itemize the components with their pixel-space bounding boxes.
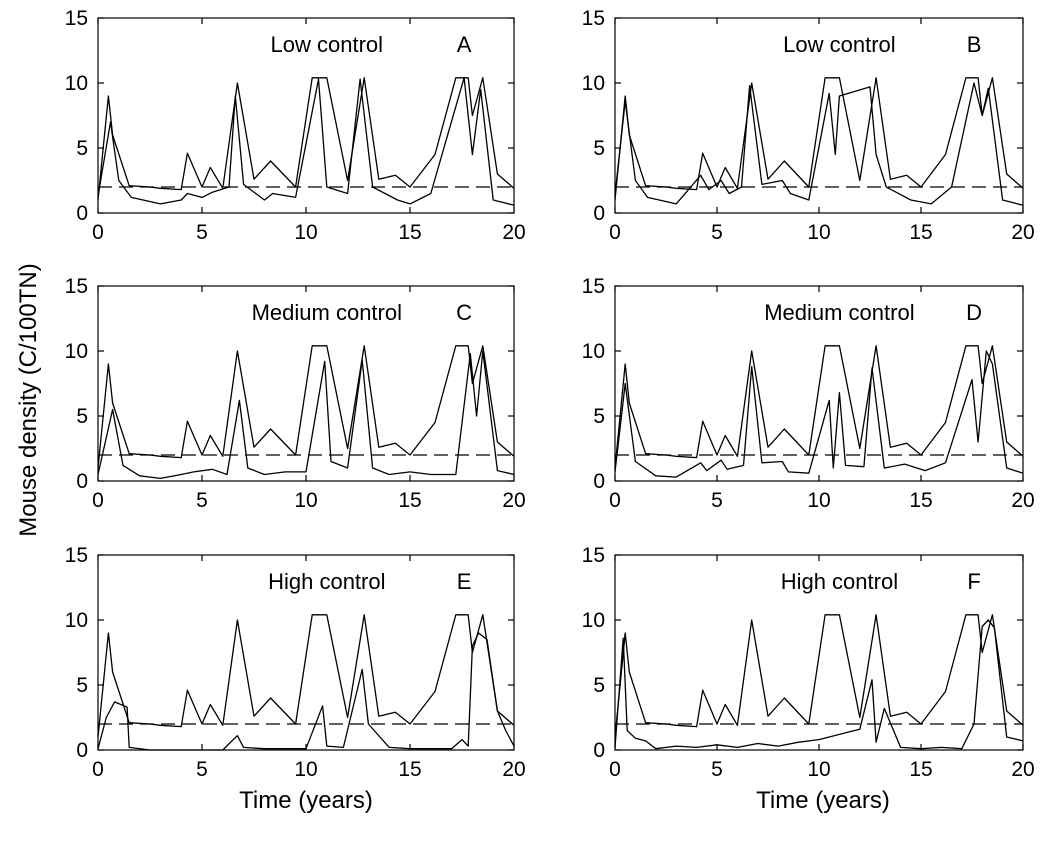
panel-d-control-label: Medium control (764, 300, 914, 325)
x-tick-label: 20 (502, 489, 525, 512)
x-tick-label: 15 (909, 489, 932, 512)
x-tick-label: 20 (1011, 221, 1034, 244)
y-tick-label: 10 (582, 72, 605, 95)
y-tick-label: 10 (65, 609, 88, 632)
x-tick-label: 5 (196, 221, 208, 244)
panel-d-series-1-line (614, 345, 1024, 469)
y-axis-label: Mouse density (C/100TN) (15, 263, 42, 536)
x-tick-label: 20 (502, 221, 525, 244)
x-tick-label: 10 (294, 489, 317, 512)
panels-group: 0 5 10 15 20 0 5 10 15 Low control A 0 5 10 15 20 0 5 10 15… (65, 7, 1035, 781)
y-tick-label: 5 (76, 137, 88, 160)
x-tick-label: 15 (398, 758, 421, 781)
panel-c-control-label: Medium control (252, 300, 402, 325)
panel-a-control-label: Low control (271, 32, 384, 57)
x-tick-label: 5 (711, 221, 723, 244)
x-tick-label: 15 (398, 489, 421, 512)
panel-b: 0 5 10 15 20 0 5 10 15 Low control B (582, 7, 1035, 244)
x-axis-label-left: Time (years) (239, 787, 373, 814)
y-tick-label: 10 (582, 340, 605, 363)
y-tick-label: 10 (65, 340, 88, 363)
panel-e-series-1-line (97, 614, 515, 738)
y-tick-label: 0 (76, 202, 88, 225)
y-tick-label: 0 (593, 202, 605, 225)
y-tick-label: 5 (76, 674, 88, 697)
x-tick-label: 5 (711, 489, 723, 512)
x-tick-label: 0 (92, 221, 104, 244)
y-tick-label: 5 (593, 674, 605, 697)
panel-a-letter: A (457, 32, 472, 57)
x-tick-label: 0 (609, 489, 621, 512)
x-tick-label: 15 (398, 221, 421, 244)
panel-a: 0 5 10 15 20 0 5 10 15 Low control A (65, 7, 526, 244)
y-tick-label: 15 (65, 7, 88, 30)
panel-f-letter: F (967, 569, 980, 594)
x-tick-label: 10 (294, 221, 317, 244)
panel-c-letter: C (456, 300, 472, 325)
panel-f-series-2-line (614, 619, 1024, 750)
panel-e-series-2-line (97, 632, 515, 751)
panel-a-series-2-line (97, 77, 515, 206)
y-tick-label: 15 (582, 7, 605, 30)
y-tick-label: 15 (582, 544, 605, 567)
x-tick-label: 0 (92, 489, 104, 512)
y-tick-label: 0 (76, 739, 88, 762)
x-tick-label: 5 (711, 758, 723, 781)
y-tick-label: 15 (582, 275, 605, 298)
x-tick-label: 10 (294, 758, 317, 781)
y-tick-label: 15 (65, 544, 88, 567)
panel-d-letter: D (966, 300, 982, 325)
panel-d-series-2-line (614, 350, 1024, 478)
x-tick-label: 15 (909, 758, 932, 781)
y-tick-label: 10 (65, 72, 88, 95)
panel-e-letter: E (457, 569, 472, 594)
panel-b-series-2-line (614, 82, 1024, 206)
panel-c: 0 5 10 15 20 0 5 10 15 Medium control C (65, 275, 526, 512)
x-tick-label: 5 (196, 489, 208, 512)
y-tick-label: 15 (65, 275, 88, 298)
panel-b-series-1-line (614, 77, 1024, 201)
y-tick-label: 10 (582, 609, 605, 632)
panel-f-series-1-line (614, 614, 1024, 738)
panel-e: 0 5 10 15 20 0 5 10 15 High control E (65, 544, 526, 781)
x-axis-label-right: Time (years) (756, 787, 890, 814)
panel-a-series-1-line (97, 77, 515, 201)
panel-d: 0 5 10 15 20 0 5 10 15 Medium control D (582, 275, 1035, 512)
panel-e-control-label: High control (268, 569, 385, 594)
y-tick-label: 5 (593, 137, 605, 160)
panel-b-letter: B (967, 32, 982, 57)
x-tick-label: 15 (909, 221, 932, 244)
y-tick-label: 5 (76, 405, 88, 428)
x-tick-label: 0 (609, 221, 621, 244)
x-tick-label: 10 (807, 489, 830, 512)
x-tick-label: 20 (1011, 489, 1034, 512)
y-tick-label: 5 (593, 405, 605, 428)
y-tick-label: 0 (593, 470, 605, 493)
y-tick-label: 0 (76, 470, 88, 493)
x-tick-label: 0 (92, 758, 104, 781)
panel-f-control-label: High control (781, 569, 898, 594)
x-tick-label: 20 (502, 758, 525, 781)
panel-b-control-label: Low control (783, 32, 896, 57)
x-tick-label: 10 (807, 758, 830, 781)
y-tick-label: 0 (593, 739, 605, 762)
x-tick-label: 20 (1011, 758, 1034, 781)
x-tick-label: 0 (609, 758, 621, 781)
panel-c-series-1-line (97, 345, 515, 469)
panel-c-series-2-line (97, 350, 515, 480)
x-tick-label: 10 (807, 221, 830, 244)
x-tick-label: 5 (196, 758, 208, 781)
panel-f: 0 5 10 15 20 0 5 10 15 High control F (582, 544, 1035, 781)
